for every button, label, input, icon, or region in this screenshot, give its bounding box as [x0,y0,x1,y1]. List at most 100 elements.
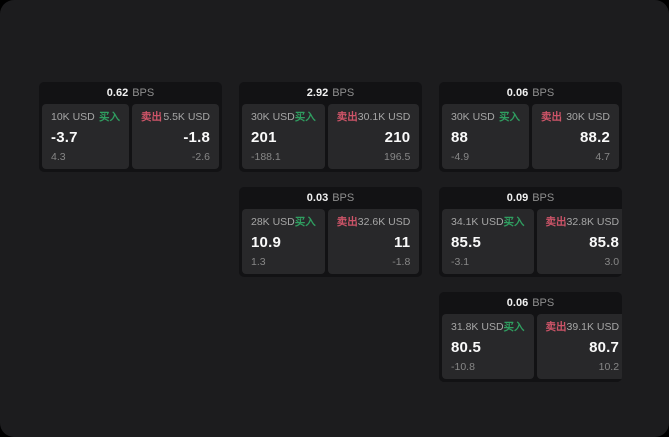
buy-price: 201 [251,128,277,146]
buy-side-label: 买入 [99,111,120,123]
buy-price: 88 [451,128,469,146]
sell-price: -1.8 [183,128,210,146]
buy-quote-panel[interactable]: 28K USD 买入 10.9 1.3 [242,209,325,274]
buy-notional: 30K USD [251,111,295,123]
buy-price: -3.7 [51,128,78,146]
sell-side-label: 卖出 [541,111,562,123]
buy-side-label: 买入 [503,216,525,228]
sell-notional: 30K USD [566,111,610,123]
buy-quote-panel[interactable]: 30K USD 买入 201 -188.1 [242,104,325,169]
bps-value: 0.06 [506,297,529,309]
sell-price: 88.2 [580,128,610,146]
bps-header: 0.03 BPS [239,187,422,209]
sell-notional: 32.8K USD [566,216,620,228]
buy-quote-panel[interactable]: 31.8K USD 买入 80.5 -10.8 [442,314,534,379]
buy-delta: -4.9 [451,151,470,163]
sell-quote-panel[interactable]: 卖出 30K USD 88.2 4.7 [532,104,619,169]
sell-price: 11 [394,233,411,251]
buy-panel-top: 34.1K USD 买入 [451,216,525,228]
sell-quote-panel[interactable]: 卖出 30.1K USD 210 196.5 [327,104,420,169]
sell-delta: 4.7 [595,151,610,163]
sell-notional: 39.1K USD [566,321,620,333]
bps-unit: BPS [532,192,555,204]
bps-header: 2.92 BPS [239,82,422,104]
buy-side-label: 买入 [294,216,316,228]
buy-panel-top: 31.8K USD 买入 [451,321,525,333]
quote-card-3: 0.06 BPS 30K USD 买入 88 -4.9 卖出 30K USD [439,82,622,172]
buy-delta: -3.1 [451,256,470,268]
sell-side-label: 卖出 [545,216,567,228]
sell-panel-top: 卖出 30K USD [541,111,610,123]
sell-notional: 32.6K USD [357,216,411,228]
sell-quote-panel[interactable]: 卖出 39.1K USD 80.7 10.2 [536,314,622,379]
sell-notional: 5.5K USD [163,111,210,123]
sell-panel-top: 卖出 32.6K USD [337,216,411,228]
sell-side-label: 卖出 [336,216,358,228]
buy-delta: 1.3 [251,256,266,268]
sell-delta: 10.2 [598,361,620,373]
bps-header: 0.62 BPS [39,82,222,104]
buy-side-label: 买入 [499,111,520,123]
sell-panel-top: 卖出 39.1K USD [546,321,620,333]
sell-panel-top: 卖出 32.8K USD [546,216,620,228]
quote-card-2: 2.92 BPS 30K USD 买入 201 -188.1 卖出 30.1K … [239,82,422,172]
bps-unit: BPS [532,297,555,309]
sell-delta: 3.0 [604,256,620,268]
sell-price: 85.8 [589,233,620,251]
sell-price: 80.7 [589,338,620,356]
buy-quote-panel[interactable]: 10K USD 买入 -3.7 4.3 [42,104,129,169]
bps-unit: BPS [132,87,155,99]
bps-unit: BPS [332,192,355,204]
sell-delta: -2.6 [191,151,210,163]
buy-notional: 34.1K USD [451,216,504,228]
buy-panel-top: 10K USD 买入 [51,111,120,123]
sell-quote-panel[interactable]: 卖出 5.5K USD -1.8 -2.6 [132,104,219,169]
buy-quote-panel[interactable]: 30K USD 买入 88 -4.9 [442,104,529,169]
quote-card-4: 0.03 BPS 28K USD 买入 10.9 1.3 卖出 32.6K US… [239,187,422,277]
sell-panel-top: 卖出 5.5K USD [141,111,210,123]
bps-unit: BPS [332,87,355,99]
quote-card-body: 28K USD 买入 10.9 1.3 卖出 32.6K USD 11 -1.8 [239,209,422,277]
buy-notional: 28K USD [251,216,295,228]
buy-delta: -188.1 [251,151,281,163]
quote-card-body: 10K USD 买入 -3.7 4.3 卖出 5.5K USD -1.8 -2.… [39,104,222,172]
sell-panel-top: 卖出 30.1K USD [337,111,411,123]
quote-card-body: 31.8K USD 买入 80.5 -10.8 卖出 39.1K USD 80.… [439,314,622,382]
buy-notional: 31.8K USD [451,321,504,333]
sell-delta: -1.8 [392,256,411,268]
sell-notional: 30.1K USD [357,111,411,123]
bps-value: 0.06 [506,87,529,99]
buy-panel-top: 30K USD 买入 [451,111,520,123]
quote-card-6: 0.06 BPS 31.8K USD 买入 80.5 -10.8 卖出 39.1… [439,292,622,382]
quote-card-body: 30K USD 买入 201 -188.1 卖出 30.1K USD 210 1… [239,104,422,172]
buy-side-label: 买入 [503,321,525,333]
quote-card-1: 0.62 BPS 10K USD 买入 -3.7 4.3 卖出 5.5K USD [39,82,222,172]
buy-panel-top: 30K USD 买入 [251,111,316,123]
sell-quote-panel[interactable]: 卖出 32.6K USD 11 -1.8 [327,209,420,274]
bps-header: 0.06 BPS [439,82,622,104]
buy-side-label: 买入 [294,111,316,123]
buy-delta: -10.8 [451,361,475,373]
buy-panel-top: 28K USD 买入 [251,216,316,228]
bps-value: 0.09 [506,192,529,204]
quote-grid: 0.62 BPS 10K USD 买入 -3.7 4.3 卖出 5.5K USD [39,82,622,382]
sell-price: 210 [384,128,411,146]
buy-delta: 4.3 [51,151,66,163]
bps-header: 0.09 BPS [439,187,622,209]
quote-card-5: 0.09 BPS 34.1K USD 买入 85.5 -3.1 卖出 32.8K… [439,187,622,277]
sell-quote-panel[interactable]: 卖出 32.8K USD 85.8 3.0 [536,209,622,274]
buy-quote-panel[interactable]: 34.1K USD 买入 85.5 -3.1 [442,209,534,274]
buy-notional: 30K USD [451,111,495,123]
bps-value: 0.03 [306,192,329,204]
sell-side-label: 卖出 [336,111,358,123]
bps-header: 0.06 BPS [439,292,622,314]
sell-side-label: 卖出 [545,321,567,333]
bps-value: 2.92 [306,87,329,99]
bps-unit: BPS [532,87,555,99]
quote-card-body: 34.1K USD 买入 85.5 -3.1 卖出 32.8K USD 85.8… [439,209,622,277]
buy-notional: 10K USD [51,111,95,123]
bps-value: 0.62 [106,87,129,99]
quote-card-body: 30K USD 买入 88 -4.9 卖出 30K USD 88.2 4.7 [439,104,622,172]
buy-price: 80.5 [451,338,481,356]
